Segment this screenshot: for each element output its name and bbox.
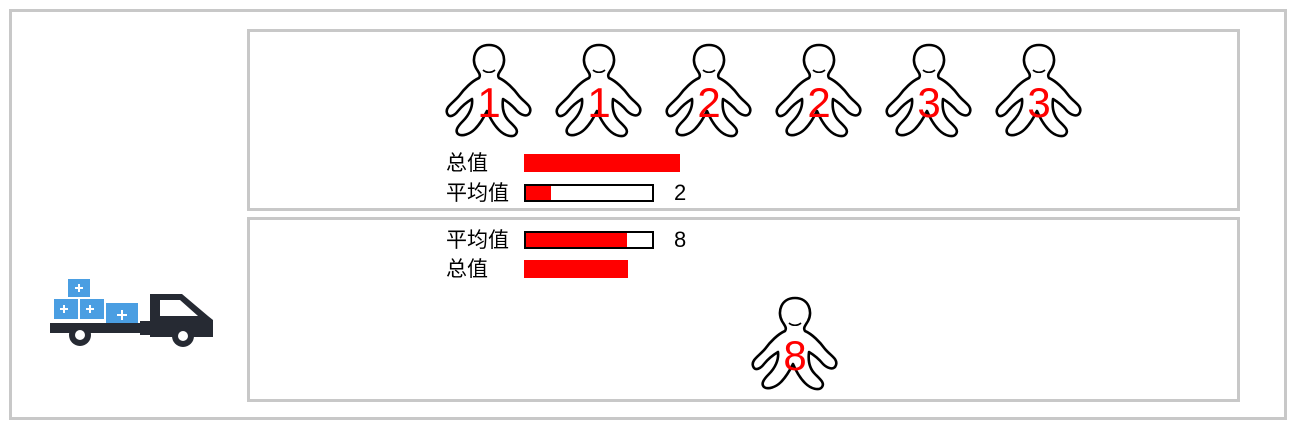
panel-group-one: 平均值 8 总值 8 xyxy=(247,217,1240,402)
average-bar-track xyxy=(524,184,654,202)
average-label: 平均值 xyxy=(446,228,509,252)
diagram-frame xyxy=(9,9,1287,420)
person-figure: 2 xyxy=(659,41,759,141)
total-bar xyxy=(524,154,680,172)
person-figure: 8 xyxy=(745,294,845,394)
average-bar-fill xyxy=(526,233,627,247)
person-number: 2 xyxy=(697,79,721,126)
average-value: 2 xyxy=(674,180,687,205)
person-outline-icon xyxy=(445,43,532,138)
person-number: 1 xyxy=(477,79,501,126)
person-figure: 3 xyxy=(989,41,1089,141)
panel-group-six: 1 1 2 2 3 3 总值 平均值 2 xyxy=(247,29,1240,211)
delivery-truck-icon xyxy=(50,279,213,347)
person-outline-icon xyxy=(555,43,642,138)
person-number: 2 xyxy=(807,79,831,126)
person-outline-icon xyxy=(775,43,862,138)
person-figure: 1 xyxy=(549,41,649,141)
average-label: 平均值 xyxy=(446,181,509,205)
total-label: 总值 xyxy=(446,151,488,175)
average-bar-track xyxy=(524,231,654,249)
person-outline-icon xyxy=(885,43,972,138)
total-label: 总值 xyxy=(446,257,488,281)
person-number: 1 xyxy=(587,79,611,126)
person-outline-icon xyxy=(751,296,838,391)
person-outline-icon xyxy=(995,43,1082,138)
average-value: 8 xyxy=(674,227,687,252)
person-outline-icon xyxy=(665,43,752,138)
person-figure: 1 xyxy=(439,41,539,141)
person-figure: 2 xyxy=(769,41,869,141)
total-bar xyxy=(524,260,628,278)
person-figure: 3 xyxy=(879,41,979,141)
person-number: 8 xyxy=(783,332,807,379)
person-number: 3 xyxy=(1027,79,1051,126)
person-number: 3 xyxy=(917,79,941,126)
average-bar-fill xyxy=(526,186,552,200)
